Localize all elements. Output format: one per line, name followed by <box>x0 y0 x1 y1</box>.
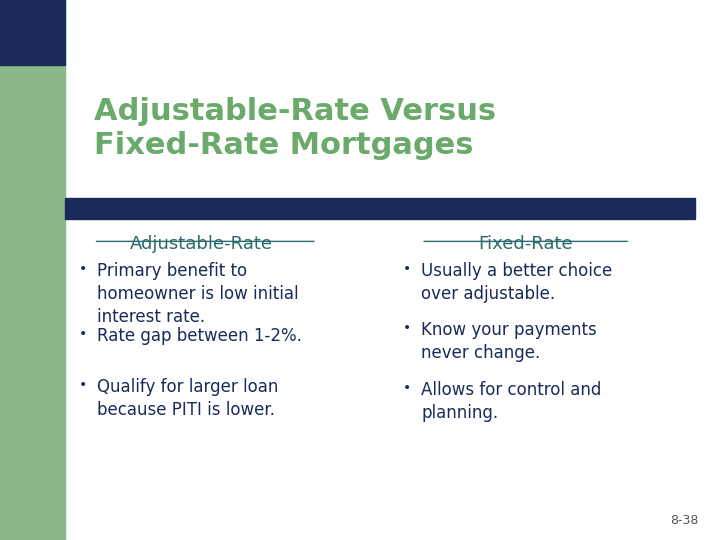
Text: •: • <box>78 262 87 276</box>
Text: Qualify for larger loan
because PITI is lower.: Qualify for larger loan because PITI is … <box>97 378 279 419</box>
Text: •: • <box>402 262 411 276</box>
Text: Adjustable-Rate Versus
Fixed-Rate Mortgages: Adjustable-Rate Versus Fixed-Rate Mortga… <box>94 97 496 160</box>
Text: Fixed-Rate: Fixed-Rate <box>478 235 573 253</box>
Bar <box>0 0 65 65</box>
Text: •: • <box>78 327 87 341</box>
Text: Rate gap between 1-2%.: Rate gap between 1-2%. <box>97 327 302 345</box>
Text: Allows for control and
planning.: Allows for control and planning. <box>421 381 602 422</box>
Bar <box>65 198 695 219</box>
Text: Adjustable-Rate: Adjustable-Rate <box>130 235 273 253</box>
Text: Primary benefit to
homeowner is low initial
interest rate.: Primary benefit to homeowner is low init… <box>97 262 299 326</box>
Bar <box>0 0 65 540</box>
Text: Know your payments
never change.: Know your payments never change. <box>421 321 597 362</box>
Text: •: • <box>402 381 411 395</box>
Text: 8-38: 8-38 <box>670 514 698 526</box>
Text: •: • <box>78 378 87 392</box>
Text: •: • <box>402 321 411 335</box>
Text: Usually a better choice
over adjustable.: Usually a better choice over adjustable. <box>421 262 613 303</box>
